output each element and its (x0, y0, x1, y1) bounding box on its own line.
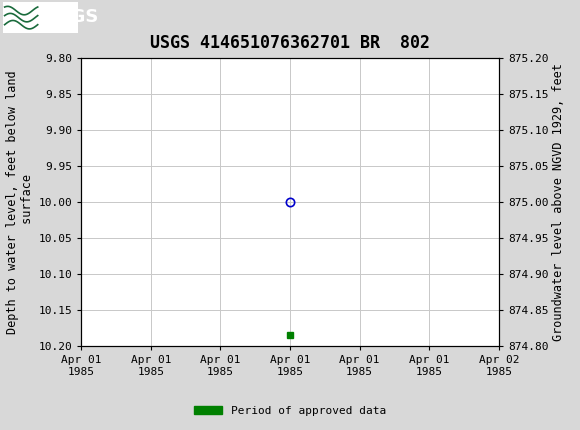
Title: USGS 414651076362701 BR  802: USGS 414651076362701 BR 802 (150, 34, 430, 52)
Bar (3, 2, 78, 34)
Y-axis label: Groundwater level above NGVD 1929, feet: Groundwater level above NGVD 1929, feet (553, 63, 566, 341)
Text: USGS: USGS (44, 8, 99, 26)
Y-axis label: Depth to water level, feet below land
 surface: Depth to water level, feet below land su… (6, 70, 34, 334)
Legend: Period of approved data: Period of approved data (190, 401, 390, 420)
